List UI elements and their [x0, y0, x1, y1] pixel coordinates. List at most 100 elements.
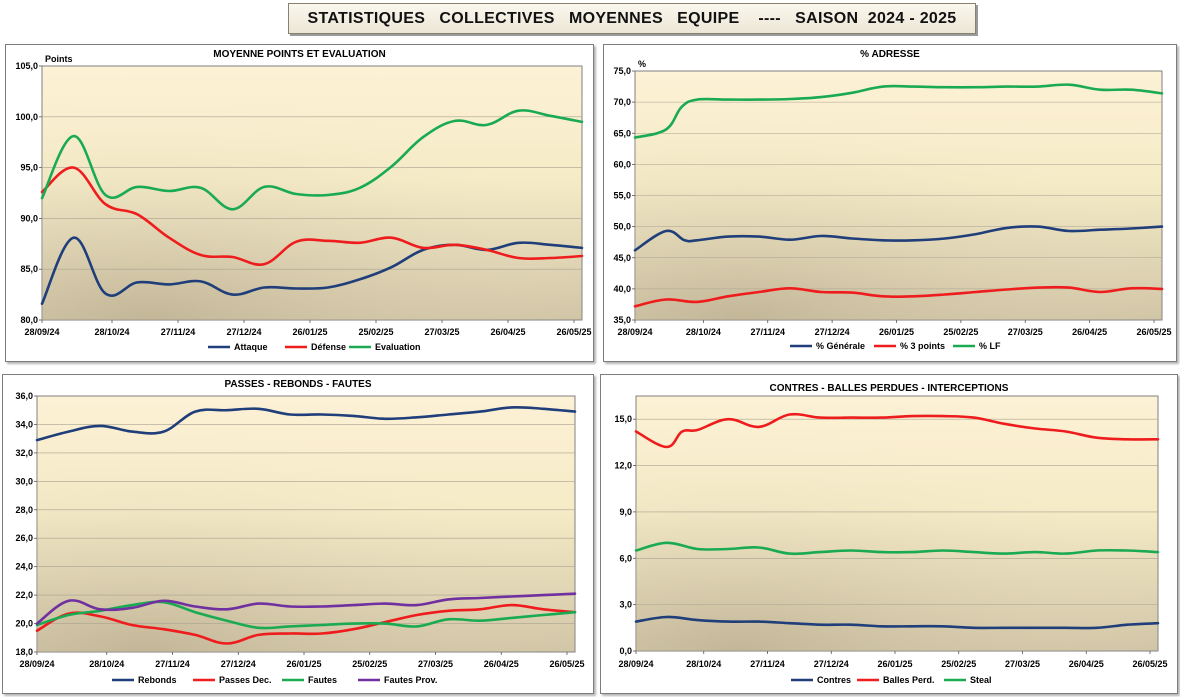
x-tick-label: 27/03/25: [1008, 327, 1043, 337]
y-tick-label: 9,0: [619, 507, 632, 517]
legend-label: % Générale: [816, 341, 865, 351]
x-tick-label: 28/10/24: [94, 327, 129, 337]
y-tick-label: 90,0: [20, 213, 38, 223]
unit-label: %: [638, 59, 646, 69]
chart-points: MOYENNE POINTS ET EVALUATION Points 80,0 85…: [15, 49, 591, 352]
legend-label: Défense: [311, 342, 346, 352]
x-tick-label: 28/10/24: [686, 659, 721, 669]
y-tick-label: 40,0: [613, 284, 631, 294]
series-line-2: [35, 600, 577, 630]
y-tick-label: 24,0: [15, 562, 33, 572]
x-tick-label: 28/10/24: [686, 327, 721, 337]
x-tick-label: 26/01/25: [879, 327, 914, 337]
legend-label: Steal: [970, 675, 992, 685]
legend-label: Contres: [817, 675, 851, 685]
unit-label: Points: [45, 54, 73, 64]
y-tick-label: 22,0: [15, 590, 33, 600]
y-tick-label: 26,0: [15, 533, 33, 543]
x-tick-label: 26/01/25: [292, 327, 327, 337]
chart-panel-passes: PASSES - REBONDS - FAUTES 18,0 20,0 22,0 24,…: [2, 374, 594, 694]
legend-label: Fautes: [308, 675, 337, 685]
series-line-1: [633, 285, 1164, 308]
x-tick-label: 27/11/24: [750, 659, 785, 669]
x-tick-label: 28/09/24: [617, 327, 652, 337]
x-tick-label: 28/09/24: [19, 659, 54, 669]
y-tick-label: 28,0: [15, 505, 33, 515]
y-tick-label: 105,0: [15, 61, 38, 71]
y-tick-label: 30,0: [15, 476, 33, 486]
x-tick-label: 25/02/25: [941, 659, 976, 669]
legend-label: Rebonds: [138, 675, 177, 685]
chart-title: MOYENNE POINTS ET EVALUATION: [213, 49, 385, 60]
chart-title: CONTRES - BALLES PERDUES - INTERCEPTIONS: [770, 383, 1009, 394]
x-tick-label: 27/03/25: [1005, 659, 1040, 669]
legend-label: Fautes Prov.: [384, 675, 437, 685]
plot-shade: [636, 396, 1158, 651]
x-tick-label: 27/11/24: [750, 327, 785, 337]
plot-shade: [37, 396, 575, 652]
y-tick-label: 45,0: [613, 253, 631, 263]
plot-shade: [42, 66, 582, 320]
x-tick-label: 27/11/24: [155, 659, 190, 669]
y-tick-label: 18,0: [15, 647, 33, 657]
x-tick-label: 27/12/24: [814, 659, 849, 669]
chart-passes: PASSES - REBONDS - FAUTES 18,0 20,0 22,0 24,…: [15, 379, 584, 685]
x-tick-label: 27/12/24: [226, 327, 261, 337]
legend-label: Passes Dec.: [219, 675, 272, 685]
y-tick-label: 60,0: [613, 159, 631, 169]
x-tick-label: 25/02/25: [943, 327, 978, 337]
y-tick-label: 80,0: [20, 315, 38, 325]
x-tick-label: 28/09/24: [24, 327, 59, 337]
x-tick-label: 26/04/25: [490, 327, 525, 337]
x-tick-label: 26/05/25: [556, 327, 591, 337]
y-tick-label: 6,0: [619, 553, 632, 563]
legend-label: % 3 points: [900, 341, 945, 351]
y-tick-label: 85,0: [20, 264, 38, 274]
chart-title: PASSES - REBONDS - FAUTES: [224, 379, 371, 390]
chart-title: % ADRESSE: [860, 49, 920, 60]
y-tick-label: 35,0: [613, 315, 631, 325]
x-tick-label: 25/02/25: [352, 659, 387, 669]
x-tick-label: 28/09/24: [618, 659, 653, 669]
y-tick-label: 36,0: [15, 391, 33, 401]
legend-label: Evaluation: [375, 342, 421, 352]
y-tick-label: 95,0: [20, 163, 38, 173]
legend-label: Balles Perd.: [883, 675, 935, 685]
y-tick-label: 12,0: [614, 461, 632, 471]
x-tick-label: 26/04/25: [484, 659, 519, 669]
chart-panel-adresse: % ADRESSE% 35,0 40,0 45,0 50,0 55,0 60,0 65,0 70…: [603, 44, 1177, 362]
x-tick-label: 27/03/25: [418, 659, 453, 669]
series-line-2: [634, 541, 1160, 556]
y-tick-label: 65,0: [613, 128, 631, 138]
x-tick-label: 26/05/25: [1136, 327, 1171, 337]
chart-panel-points: MOYENNE POINTS ET EVALUATION Points 80,0 85…: [5, 44, 594, 362]
x-tick-label: 27/12/24: [221, 659, 256, 669]
series-line-0: [633, 225, 1164, 252]
y-tick-label: 70,0: [613, 97, 631, 107]
x-tick-label: 26/05/25: [549, 659, 584, 669]
series-line-1: [35, 603, 577, 645]
y-tick-label: 15,0: [614, 414, 632, 424]
x-tick-label: 25/02/25: [358, 327, 393, 337]
x-tick-label: 26/01/25: [877, 659, 912, 669]
y-tick-label: 100,0: [15, 112, 38, 122]
x-tick-label: 27/03/25: [424, 327, 459, 337]
chart-adresse: % ADRESSE% 35,0 40,0 45,0 50,0 55,0 60,0 65,0 70…: [613, 49, 1171, 351]
series-line-1: [40, 166, 584, 266]
y-tick-label: 3,0: [619, 600, 632, 610]
x-tick-label: 26/04/25: [1069, 659, 1104, 669]
y-tick-label: 32,0: [15, 448, 33, 458]
series-line-3: [35, 592, 577, 625]
y-tick-label: 0,0: [619, 646, 632, 656]
banner-title: STATISTIQUES COLLECTIVES MOYENNES EQUIPE…: [307, 9, 957, 27]
series-line-2: [633, 83, 1164, 139]
legend-label: % LF: [979, 341, 1001, 351]
chart-panel-contres: CONTRES - BALLES PERDUES - INTERCEPTIONS…: [600, 374, 1178, 694]
x-tick-label: 27/12/24: [815, 327, 850, 337]
x-tick-label: 26/01/25: [286, 659, 321, 669]
season-banner: STATISTIQUES COLLECTIVES MOYENNES EQUIPE…: [288, 3, 976, 34]
x-tick-label: 26/05/25: [1132, 659, 1167, 669]
y-tick-label: 34,0: [15, 419, 33, 429]
series-line-1: [634, 412, 1160, 449]
series-line-0: [35, 405, 577, 442]
